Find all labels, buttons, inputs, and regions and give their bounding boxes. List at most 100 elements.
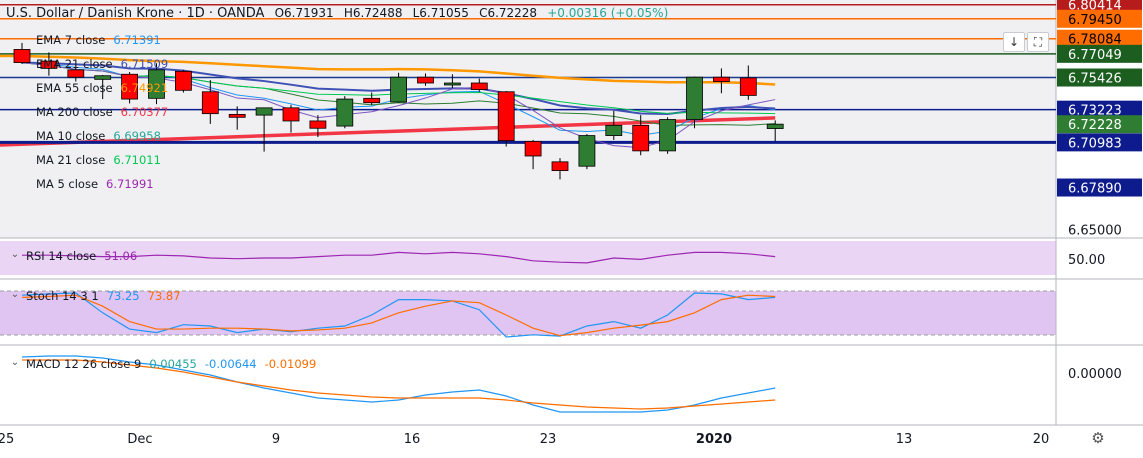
macd-legend[interactable]: ⌄ MACD 12 26 close 9 0.00455 -0.00644 -0… (8, 357, 317, 371)
candle-body (766, 123, 784, 129)
ohlc-close: C6.72228 (479, 6, 538, 20)
candle-body (282, 107, 300, 122)
indicator-name: EMA 55 close (36, 81, 113, 95)
candle-body (40, 60, 58, 69)
indicator-name: MA 10 close (36, 129, 106, 143)
chevron-down-icon[interactable]: ⌄ (10, 289, 20, 300)
indicator-name: EMA 21 close (36, 57, 113, 71)
price-label-bg (1057, 29, 1142, 48)
settings-gear-icon[interactable]: ⚙ (1091, 429, 1104, 447)
indicator-legend-4[interactable]: MA 10 close 6.69958 (8, 129, 161, 143)
candle-body (739, 77, 757, 96)
symbol-title: U.S. Dollar / Danish Krone (6, 6, 175, 21)
candle-body (390, 76, 408, 103)
stoch-d-value: 73.87 (147, 289, 181, 303)
candle-body (13, 49, 31, 63)
candle-body (713, 76, 730, 82)
price-label-bg (1057, 178, 1142, 197)
rsi-value: 51.06 (104, 249, 138, 263)
price-label-bg (1057, 9, 1142, 28)
x-axis-label: 16 (404, 432, 421, 447)
price-label-bg (1057, 133, 1142, 152)
indicator-legend-5[interactable]: MA 21 close 6.71011 (8, 153, 161, 167)
price-label-bg (1057, 115, 1142, 134)
x-axis-label: 13 (896, 432, 913, 447)
price-label-bg (1057, 44, 1142, 63)
price-label-bg (1057, 100, 1142, 119)
candle-body (121, 73, 138, 100)
macd-hist-value: 0.00455 (149, 357, 197, 371)
candle-body (417, 76, 434, 84)
indicator-legend-2[interactable]: EMA 55 close 6.74921 (8, 81, 168, 95)
candle-body (443, 82, 461, 86)
indicator-value: 6.70377 (120, 105, 169, 119)
price-label: 6.75426 (1068, 72, 1122, 87)
price-label: 6.73223 (1068, 104, 1122, 119)
candle-body (148, 69, 165, 99)
indicator-value: 6.71991 (106, 177, 154, 191)
candle-body (174, 70, 192, 91)
x-axis-label: 20 (1033, 432, 1050, 447)
indicator-name: MA 200 close (36, 105, 113, 119)
candle-body (201, 91, 219, 115)
indicator-value: 6.71509 (120, 57, 169, 71)
indicator-name: MA 5 close (36, 177, 99, 191)
fullscreen-button[interactable]: ⛶ (1027, 32, 1049, 52)
price-label-bg (1057, 68, 1142, 87)
candle-body (94, 75, 112, 80)
x-axis-label: 25 (0, 432, 14, 447)
indicator-legend-0[interactable]: EMA 7 close 6.71391 (8, 33, 161, 47)
macd-signal-value: -0.01099 (264, 357, 317, 371)
exchange-label: OANDA (217, 6, 265, 21)
macd-line-value: -0.00644 (204, 357, 257, 371)
price-label: 6.67890 (1068, 182, 1122, 197)
ohlc-change: +0.00316 (+0.05%) (547, 6, 669, 20)
stoch-legend[interactable]: ⌄ Stoch 14 3 1 73.25 73.87 (8, 289, 181, 303)
candle-body (659, 119, 676, 152)
candle-body (363, 97, 381, 104)
rsi-name: RSI 14 close (26, 249, 97, 263)
x-axis-label: 23 (540, 432, 557, 447)
candle-body (470, 82, 488, 90)
scroll-down-button[interactable]: ↓ (1003, 32, 1025, 52)
price-label: 6.78084 (1068, 33, 1122, 48)
price-label: 6.65000 (1068, 224, 1122, 239)
indicator-legend-3[interactable]: MA 200 close 6.70377 (8, 105, 168, 119)
rsi-band (0, 241, 1056, 275)
macd-scale-label: 0.00000 (1068, 367, 1122, 382)
x-axis-label: Dec (127, 432, 152, 447)
ohlc-low: L6.71055 (412, 6, 469, 20)
macd-pane-bg (0, 346, 1056, 424)
candle-body (228, 113, 246, 118)
rsi-legend[interactable]: ⌄ RSI 14 close 51.06 (8, 249, 137, 263)
chart-header: U.S. Dollar / Danish Krone · 1D · OANDA … (6, 6, 669, 21)
stoch-band (0, 291, 1056, 335)
candle-body (524, 140, 542, 157)
candle-body (255, 107, 273, 116)
indicator-value: 6.71011 (113, 153, 161, 167)
indicator-name: EMA 7 close (36, 33, 106, 47)
indicator-value: 6.74921 (120, 81, 169, 95)
candle-body (632, 124, 650, 152)
macd-signal-line (22, 359, 776, 410)
stoch-name: Stoch 14 3 1 (26, 289, 99, 303)
interval-label[interactable]: 1D (186, 6, 205, 21)
indicator-legend-1[interactable]: EMA 21 close 6.71509 (8, 57, 168, 71)
rsi-scale-label: 50.00 (1068, 253, 1105, 268)
indicator-value: 6.69958 (113, 129, 161, 143)
price-label: 6.70983 (1068, 136, 1122, 151)
candle-body (336, 98, 354, 127)
indicator-legend-6[interactable]: MA 5 close 6.71991 (8, 177, 154, 191)
candle-body (686, 76, 703, 120)
indicator-name: MA 21 close (36, 153, 106, 167)
candle-body (67, 69, 85, 78)
indicator-value: 6.71391 (113, 33, 161, 47)
x-axis-label: 2020 (696, 432, 732, 447)
price-label: 6.72228 (1068, 118, 1122, 133)
candle-body (605, 124, 623, 136)
main-pane-bg (0, 0, 1056, 238)
chevron-down-icon[interactable]: ⌄ (10, 357, 20, 368)
chevron-down-icon[interactable]: ⌄ (10, 249, 20, 260)
